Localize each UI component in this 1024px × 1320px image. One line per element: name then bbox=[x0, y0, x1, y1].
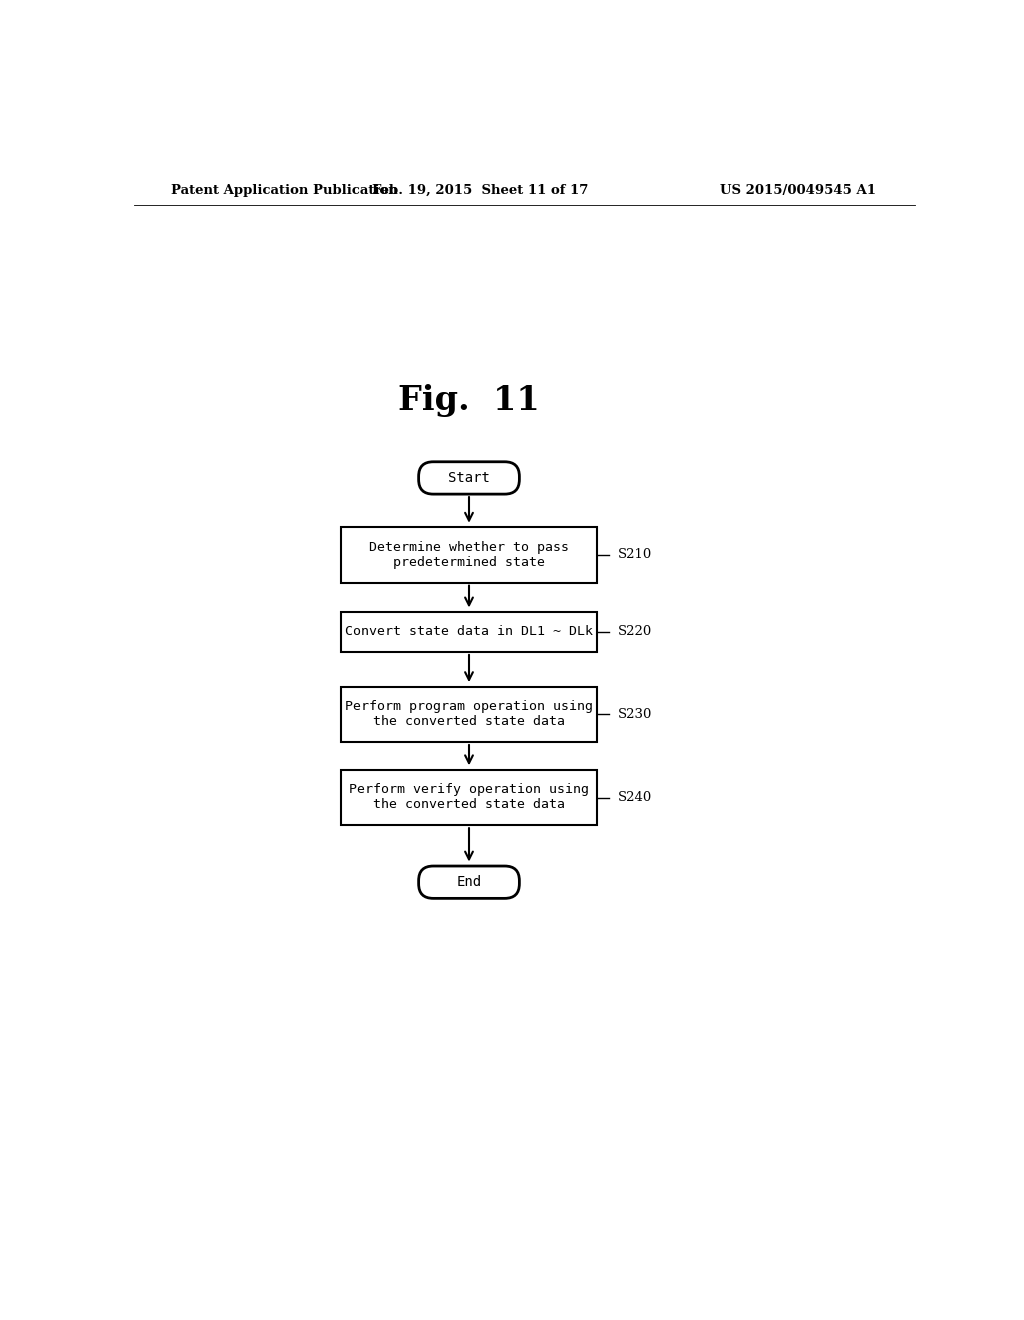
Text: S210: S210 bbox=[617, 548, 652, 561]
Bar bbox=[341, 527, 597, 582]
Text: End: End bbox=[457, 875, 481, 890]
FancyBboxPatch shape bbox=[419, 866, 519, 899]
Bar bbox=[341, 612, 597, 652]
Text: Feb. 19, 2015  Sheet 11 of 17: Feb. 19, 2015 Sheet 11 of 17 bbox=[373, 185, 589, 197]
Text: S220: S220 bbox=[617, 626, 652, 639]
Text: Convert state data in DL1 ~ DLk: Convert state data in DL1 ~ DLk bbox=[345, 626, 593, 639]
Bar bbox=[341, 686, 597, 742]
Text: Perform program operation using
the converted state data: Perform program operation using the conv… bbox=[345, 701, 593, 729]
FancyBboxPatch shape bbox=[419, 462, 519, 494]
Text: S240: S240 bbox=[617, 791, 652, 804]
Text: Start: Start bbox=[449, 471, 489, 484]
Text: S230: S230 bbox=[617, 708, 652, 721]
Text: Perform verify operation using
the converted state data: Perform verify operation using the conve… bbox=[349, 784, 589, 812]
Text: Fig.  11: Fig. 11 bbox=[398, 384, 540, 417]
Text: Patent Application Publication: Patent Application Publication bbox=[171, 185, 397, 197]
Text: Determine whether to pass
predetermined state: Determine whether to pass predetermined … bbox=[369, 541, 569, 569]
Text: US 2015/0049545 A1: US 2015/0049545 A1 bbox=[720, 185, 876, 197]
Bar bbox=[341, 770, 597, 825]
